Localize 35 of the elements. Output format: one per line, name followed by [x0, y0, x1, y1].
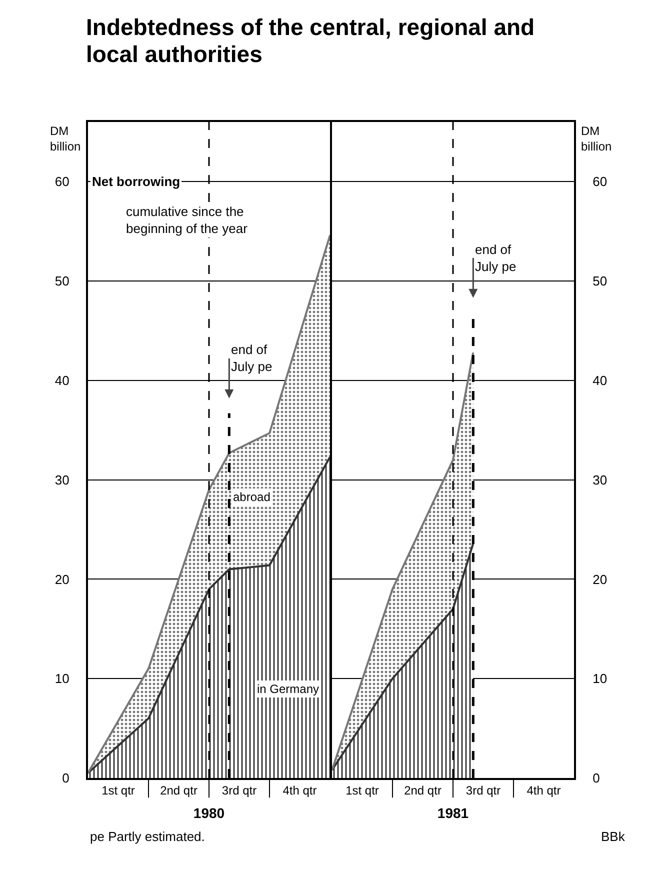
x-tick-label: 1st qtr — [346, 783, 379, 798]
x-tick-label: 3rd qtr — [466, 783, 501, 798]
y-tick-label: 10 — [54, 671, 70, 686]
annotation: Net borrowing — [92, 174, 180, 189]
y-axis-title: DM billion — [581, 124, 612, 154]
y-tick-label: 10 — [592, 671, 608, 686]
x-tick-label: 4th qtr — [282, 783, 317, 798]
y-tick-label: 20 — [54, 572, 70, 587]
text: pe Partly estimated. — [90, 829, 205, 844]
x-tick-label: 4th qtr — [526, 783, 561, 798]
text: BBk — [601, 829, 626, 844]
chart-title: Indebtedness of the central, regional and local authorities — [86, 14, 536, 68]
y-tick-label: 30 — [592, 472, 608, 488]
y-tick-label: 40 — [592, 372, 608, 388]
annotation: end of July pe — [231, 342, 272, 374]
x-axis-title: 1980 — [193, 805, 225, 822]
x-axis-title: 1981 — [437, 805, 469, 822]
y-tick-label: 60 — [592, 174, 608, 190]
y-tick-label: 0 — [592, 770, 600, 786]
y-tick-label: 50 — [54, 274, 70, 289]
annotation: end of July pe — [475, 242, 516, 274]
y-tick-label: 50 — [592, 274, 608, 289]
y-tick-label: 0 — [62, 770, 70, 786]
series-label: abroad — [233, 490, 270, 504]
x-tick-label: 3rd qtr — [222, 783, 257, 798]
x-tick-label: 1st qtr — [102, 783, 135, 798]
x-tick-label: 2nd qtr — [404, 783, 442, 798]
y-tick-label: 60 — [54, 174, 70, 190]
series-label: in Germany — [257, 682, 320, 696]
x-tick-label: 2nd qtr — [160, 783, 198, 798]
y-axis-title: DM billion — [50, 124, 81, 154]
y-tick-label: 30 — [54, 472, 70, 488]
y-tick-label: 20 — [592, 572, 608, 587]
annotation: cumulative since the beginning of the year — [126, 204, 248, 236]
y-tick-label: 40 — [54, 372, 70, 388]
